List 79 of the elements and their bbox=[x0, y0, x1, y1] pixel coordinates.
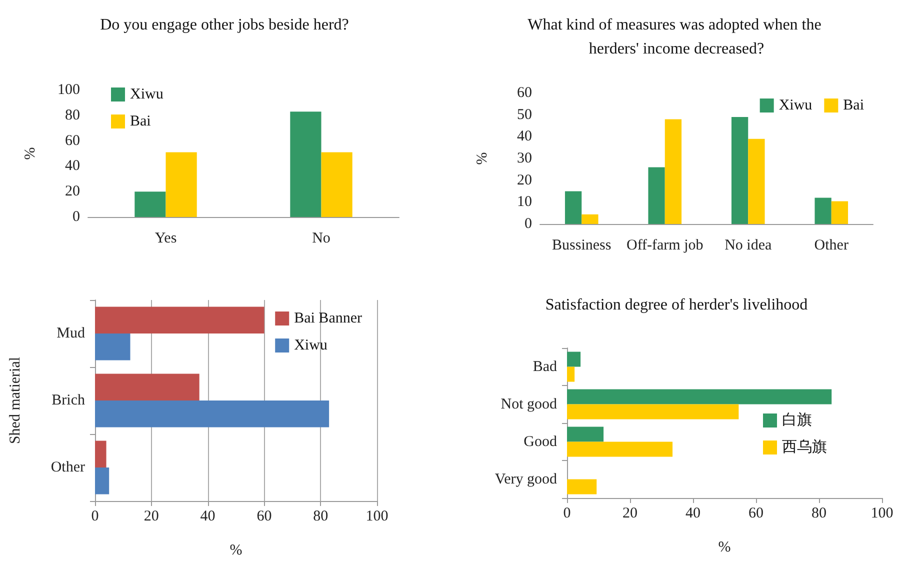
y-tick-label: 60 bbox=[65, 132, 80, 149]
chart-title: What kind of measures was adopted when the herders' income decreased? bbox=[528, 16, 826, 58]
y-tick-label: Other bbox=[50, 460, 85, 476]
y-tick-label: Good bbox=[524, 434, 558, 450]
bar bbox=[748, 138, 765, 224]
bar bbox=[648, 167, 665, 224]
bar bbox=[95, 468, 110, 494]
y-tick-label: Mud bbox=[56, 326, 86, 342]
y-tick-label: 40 bbox=[65, 158, 80, 174]
bar bbox=[567, 389, 832, 404]
y-tick-label: 60 bbox=[517, 85, 532, 101]
x-tick-label: 40 bbox=[686, 506, 700, 522]
x-tick-label: 20 bbox=[622, 506, 638, 522]
bar bbox=[567, 404, 739, 420]
bar bbox=[567, 442, 673, 457]
bar bbox=[95, 334, 130, 360]
bar bbox=[321, 152, 352, 217]
bar bbox=[95, 374, 200, 400]
bar bbox=[564, 191, 582, 224]
y-tick-label: 10 bbox=[517, 194, 532, 210]
bar bbox=[290, 112, 322, 217]
bar bbox=[567, 426, 604, 442]
bar bbox=[95, 440, 106, 468]
x-tick-label: Yes bbox=[154, 230, 177, 246]
bar bbox=[567, 366, 575, 382]
bar bbox=[567, 479, 597, 494]
y-tick-label: 40 bbox=[517, 128, 532, 145]
y-tick-label: 0 bbox=[72, 209, 80, 225]
bar bbox=[95, 306, 264, 334]
legend-label: Bai bbox=[130, 114, 151, 130]
y-tick-label: 20 bbox=[65, 184, 80, 200]
y-axis-title: Shed matierial bbox=[8, 356, 24, 444]
legend-label: 西乌旗 bbox=[782, 438, 827, 456]
bar bbox=[95, 400, 330, 428]
bar bbox=[567, 352, 581, 367]
y-axis-title: % bbox=[22, 147, 38, 160]
legend-label: 白旗 bbox=[782, 412, 812, 428]
y-tick-label: 20 bbox=[517, 172, 532, 188]
x-tick-label: 100 bbox=[366, 508, 388, 524]
x-tick-label: Off-farm job bbox=[626, 238, 704, 254]
bar bbox=[731, 117, 748, 224]
x-tick-label: 80 bbox=[313, 508, 328, 524]
x-tick-label: 100 bbox=[870, 506, 894, 522]
y-tick-label: Not good bbox=[500, 396, 558, 412]
x-tick-label: 20 bbox=[144, 508, 159, 524]
x-tick-label: 40 bbox=[200, 508, 216, 524]
x-tick-label: No idea bbox=[724, 238, 772, 254]
x-tick-label: 60 bbox=[256, 508, 272, 524]
legend-label: Xiwu bbox=[294, 338, 328, 354]
chart-title: Do you engage other jobs beside herd? bbox=[100, 16, 349, 34]
legend-label: Bai Banner bbox=[294, 310, 362, 326]
x-axis-title: % bbox=[718, 540, 731, 556]
bar bbox=[814, 198, 832, 224]
y-axis-title: % bbox=[474, 152, 490, 165]
bar bbox=[582, 214, 598, 224]
x-tick-label: Other bbox=[814, 238, 848, 254]
y-tick-label: 80 bbox=[65, 107, 80, 124]
bar bbox=[831, 201, 848, 224]
y-tick-label: Very good bbox=[494, 471, 558, 488]
y-tick-label: Bad bbox=[532, 358, 558, 375]
bar bbox=[664, 119, 682, 224]
bar bbox=[134, 192, 166, 217]
x-tick-label: 80 bbox=[812, 506, 826, 522]
x-tick-label: 0 bbox=[91, 508, 99, 524]
y-tick-label: 0 bbox=[524, 216, 532, 232]
x-axis-title: % bbox=[230, 542, 242, 558]
y-tick-label: 30 bbox=[517, 150, 532, 166]
legend-label: Xiwu bbox=[778, 98, 813, 114]
x-tick-label: No bbox=[312, 230, 330, 246]
chart-title: Satisfaction degree of herder's livelihood bbox=[545, 296, 808, 314]
y-tick-label: 50 bbox=[517, 106, 532, 123]
legend-label: Bai bbox=[843, 98, 864, 114]
legend-label: Xiwu bbox=[130, 86, 164, 102]
bar bbox=[166, 152, 197, 217]
x-tick-label: Bussiness bbox=[552, 238, 612, 254]
y-tick-label: 100 bbox=[58, 82, 80, 98]
y-tick-label: Brich bbox=[52, 392, 86, 408]
x-tick-label: 0 bbox=[563, 506, 571, 522]
x-tick-label: 60 bbox=[748, 506, 764, 522]
